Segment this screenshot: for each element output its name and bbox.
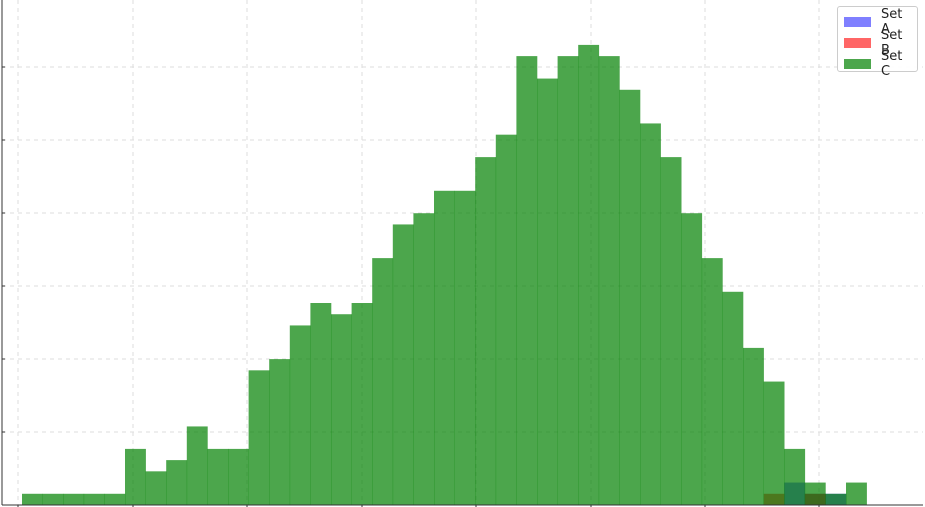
histogram-bar [681,213,703,505]
histogram-bar [83,493,105,505]
histogram-bar [557,56,579,506]
histogram-bar [578,44,600,505]
histogram-bar [846,482,867,505]
histogram-bar [495,134,517,506]
histogram-bar [125,448,146,505]
histogram-bar [310,303,332,505]
histogram-bar [42,493,64,505]
legend-swatch-set-b [844,37,871,48]
histogram-bar [784,448,806,505]
histogram-bar [63,493,85,505]
histogram-bar [372,258,394,505]
histogram-bar [104,493,126,505]
histogram-bar [392,224,414,505]
histogram-bar [186,426,208,505]
legend-item-set-b: Set B [844,28,911,58]
histogram-bar [289,325,311,505]
legend-label-set-b: Set B [881,27,903,58]
histogram-bar [825,493,847,505]
histogram-bar [454,190,476,505]
series-set-c [22,44,867,506]
histogram-bars [22,44,867,506]
histogram-bar [598,56,620,506]
histogram-bar [351,303,373,505]
histogram-bar [640,123,661,505]
histogram-bar [166,460,188,505]
histogram-bar [701,258,723,505]
histogram-bar [722,291,744,505]
legend-item-set-a: Set A [844,7,911,37]
histogram-bar [269,359,291,505]
legend: Set A Set B Set C [837,6,918,79]
histogram-bar [331,314,352,505]
histogram-bar [743,347,764,505]
histogram-bar [22,493,43,505]
histogram-bar [434,190,455,505]
histogram-bar [619,89,641,505]
histogram-bar [413,213,435,505]
legend-swatch-set-c [844,58,871,69]
legend-label-set-a: Set A [881,6,903,37]
legend-item-set-c: Set C [844,49,911,79]
histogram-bar [207,448,229,505]
histogram-bar [145,471,167,505]
histogram-bar [804,482,826,505]
histogram-bar [248,370,270,505]
histogram-bar [537,78,558,505]
histogram-bar [475,157,497,506]
histogram-bar [228,448,249,505]
histogram-bar [763,381,785,505]
histogram-bar [660,157,682,506]
histogram-bar [516,56,538,506]
legend-swatch-set-a [844,16,871,27]
legend-label-set-c: Set C [881,48,903,79]
